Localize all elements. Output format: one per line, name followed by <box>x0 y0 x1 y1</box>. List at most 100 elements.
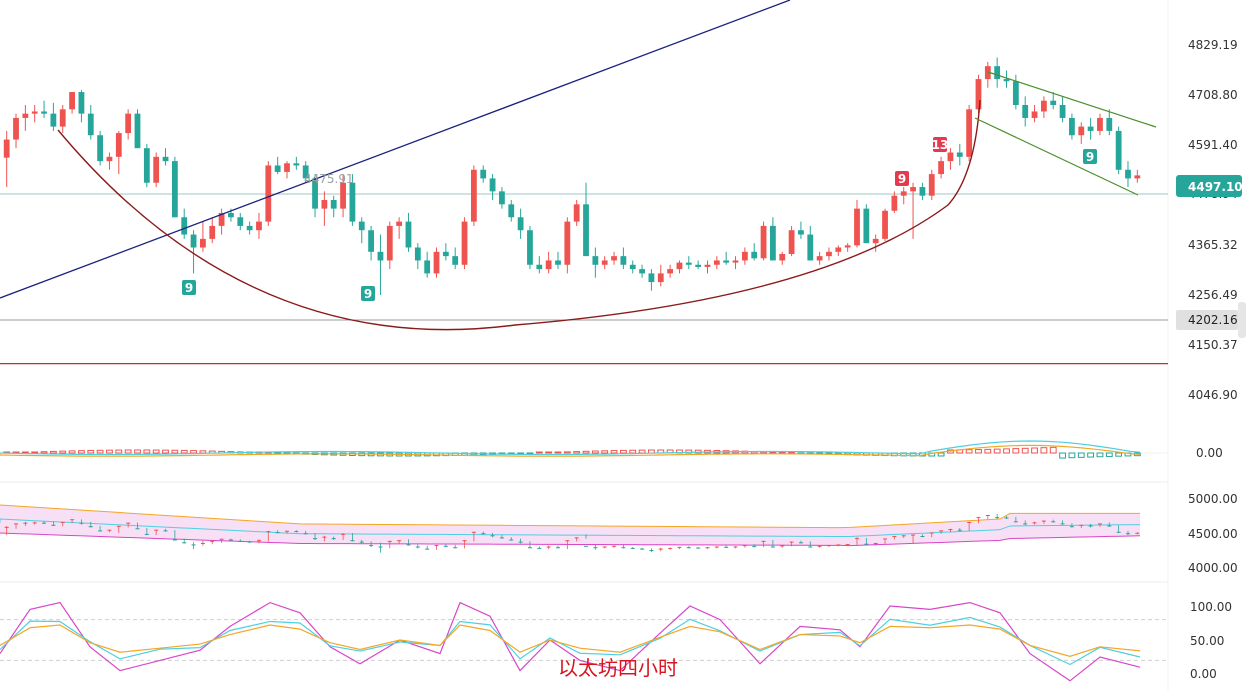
candle-body <box>293 163 300 166</box>
candle-body <box>966 109 973 157</box>
macd-bar <box>984 448 992 454</box>
price-tick-label: 4365.32 <box>1188 238 1238 252</box>
candle-body <box>452 256 459 265</box>
macd-bar <box>535 451 543 454</box>
candle-body <box>1031 111 1038 118</box>
candle-body <box>928 174 935 196</box>
candle-body <box>1050 100 1057 105</box>
macd-bar <box>190 450 197 454</box>
candle-body <box>723 260 730 263</box>
boll-band-fill <box>0 505 1140 546</box>
kdj-tick-label: 100.00 <box>1190 600 1232 614</box>
macd-bar <box>1087 452 1095 458</box>
current-price-tag <box>1176 175 1242 197</box>
candle-body <box>59 109 66 127</box>
candle-body <box>629 264 636 270</box>
macd-bar <box>1003 448 1010 454</box>
macd-bar <box>143 449 151 454</box>
macd-bar <box>124 449 132 454</box>
td-marker <box>895 171 909 186</box>
candle-body <box>87 113 94 136</box>
price-tick-label: 4591.40 <box>1188 138 1238 152</box>
candle-body <box>153 156 160 183</box>
candle-body <box>134 113 141 149</box>
candle-body <box>760 225 767 259</box>
candle-body <box>508 204 515 218</box>
channel-lower-line <box>974 117 1139 196</box>
channel-upper-line <box>987 71 1157 128</box>
macd-bar <box>1040 447 1048 454</box>
candle-body <box>545 260 552 270</box>
candle-body <box>489 178 496 192</box>
macd-bar <box>68 450 76 454</box>
macd-bar <box>106 449 113 454</box>
td-marker-label: 9 <box>898 172 906 186</box>
candle-body <box>900 191 907 196</box>
macd-bar <box>31 451 39 454</box>
candle-body <box>648 273 655 283</box>
candle-body <box>265 165 272 222</box>
kdj-tick-label: 50.00 <box>1190 634 1224 648</box>
candle-body <box>1125 169 1131 179</box>
price-tick-label: 4046.90 <box>1188 388 1238 402</box>
candle-body <box>31 111 38 114</box>
candle-body <box>984 66 991 80</box>
macd-bar <box>554 451 562 454</box>
candle-body <box>798 230 804 235</box>
price-scale-handle[interactable] <box>1238 302 1246 338</box>
candle-body <box>181 217 188 235</box>
candle-body <box>536 264 543 270</box>
boll-tick-label: 5000.00 <box>1188 492 1238 506</box>
macd-bar <box>573 451 581 454</box>
candle-body <box>368 230 374 252</box>
candle-body <box>994 66 1001 80</box>
candle-body <box>816 256 823 261</box>
candle-body <box>620 256 627 265</box>
td-marker <box>182 280 196 295</box>
candle-body <box>284 163 290 172</box>
candle-body <box>676 262 683 270</box>
macd-bar <box>1031 447 1038 454</box>
macd-bar <box>1068 452 1076 459</box>
candle-body <box>956 152 963 157</box>
candle-body <box>732 260 739 263</box>
low-price-tag <box>1176 310 1238 330</box>
macd-bar <box>152 449 160 454</box>
candle-body <box>910 187 916 192</box>
candle-body <box>480 169 487 179</box>
td-marker <box>361 286 375 301</box>
candle-body <box>162 156 169 162</box>
candle-body <box>667 269 674 274</box>
rounding-bottom-arc <box>57 99 981 331</box>
candle-body <box>1115 130 1122 170</box>
candle-body <box>143 148 150 183</box>
candle-body <box>50 113 57 127</box>
macd-bar <box>965 449 973 454</box>
macd-bar <box>1077 452 1085 458</box>
macd-bar <box>610 450 618 454</box>
macd-bar <box>937 452 945 457</box>
boll-lower-line <box>0 532 1141 547</box>
candle-body <box>321 200 328 209</box>
td-marker-label: 9 <box>185 281 193 295</box>
macd-bar <box>1049 446 1057 454</box>
macd-bar <box>591 450 599 454</box>
candle-body <box>891 195 898 211</box>
kdj-tick-label: 0.00 <box>1190 667 1217 681</box>
candle-body <box>872 238 879 244</box>
macd-bar <box>582 450 590 454</box>
candle-body <box>414 247 421 261</box>
macd-bar <box>1012 448 1020 454</box>
annotated-high-label: 4475.91 <box>304 172 354 186</box>
candle-body <box>1087 126 1094 131</box>
macd-tick-label: 0.00 <box>1196 446 1223 460</box>
kdj-d-line <box>0 624 1141 657</box>
price-tick-label: 4708.80 <box>1188 88 1238 102</box>
low-price-value: 4202.16 <box>1188 313 1238 327</box>
candle-body <box>1012 81 1019 105</box>
candle-body <box>330 200 337 209</box>
candle-body <box>424 260 431 274</box>
candle-body <box>695 264 702 267</box>
